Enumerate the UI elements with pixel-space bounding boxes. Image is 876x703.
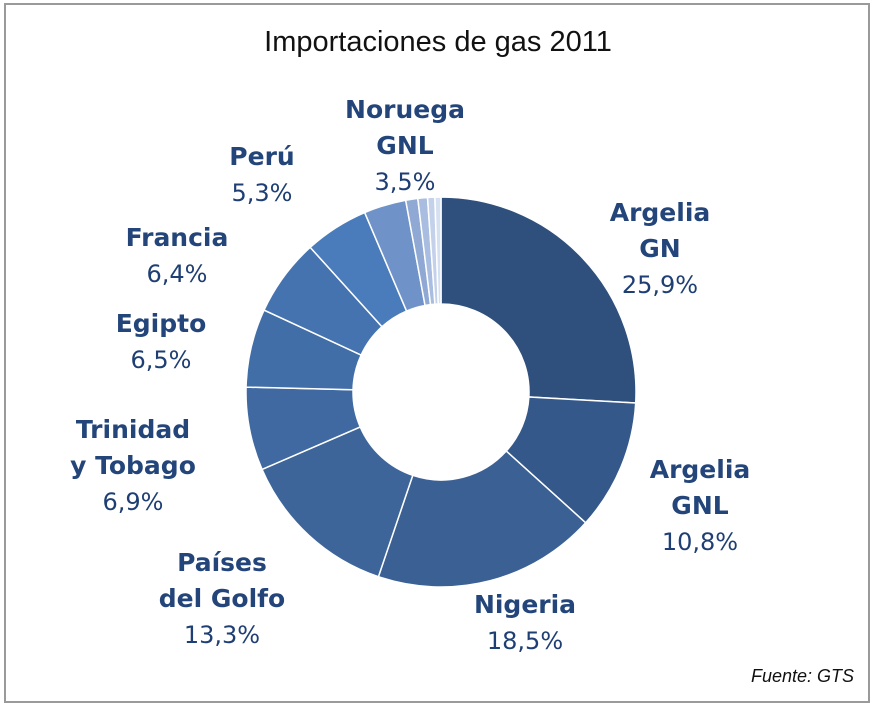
value-label: 25,9% [621, 271, 699, 299]
value-label: 5,3% [231, 179, 293, 207]
slice [261, 425, 414, 578]
slice-label: Francia 6,4% [126, 220, 229, 292]
category-label: Noruega GNL [345, 95, 465, 160]
category-label: Trinidad y Tobago [70, 415, 196, 480]
slice-label: Trinidad y Tobago 6,9% [70, 412, 196, 520]
slice [434, 196, 442, 305]
category-label: Francia [125, 223, 229, 252]
category-label: Argelia GNL [649, 455, 751, 520]
value-label: 6,4% [146, 260, 208, 288]
category-label: Argelia GN [609, 198, 711, 263]
slice-label: Perú 5,3% [229, 139, 294, 211]
slice-label: Argelia GN 25,9% [610, 195, 711, 303]
category-label: Perú [229, 142, 295, 171]
value-label: 18,5% [486, 627, 564, 655]
slice-label: Argelia GNL 10,8% [650, 452, 751, 560]
value-label: 13,3% [183, 621, 261, 649]
slice-label: Países del Golfo 13,3% [159, 545, 285, 653]
category-label: Países del Golfo [158, 548, 286, 613]
value-label: 10,8% [661, 528, 739, 556]
slice [377, 449, 587, 588]
slice [440, 196, 637, 404]
chart-title: Importaciones de gas 2011 [264, 26, 612, 58]
slice-label: Egipto 6,5% [116, 306, 207, 378]
value-label: 6,9% [102, 488, 164, 516]
slice-label: Noruega GNL 3,5% [345, 92, 465, 200]
slice-label: Nigeria 18,5% [474, 587, 576, 659]
category-label: Egipto [115, 309, 207, 338]
category-label: Nigeria [473, 590, 577, 619]
value-label: 3,5% [374, 168, 436, 196]
source: Fuente: GTS [750, 666, 854, 686]
value-label: 6,5% [130, 346, 192, 374]
